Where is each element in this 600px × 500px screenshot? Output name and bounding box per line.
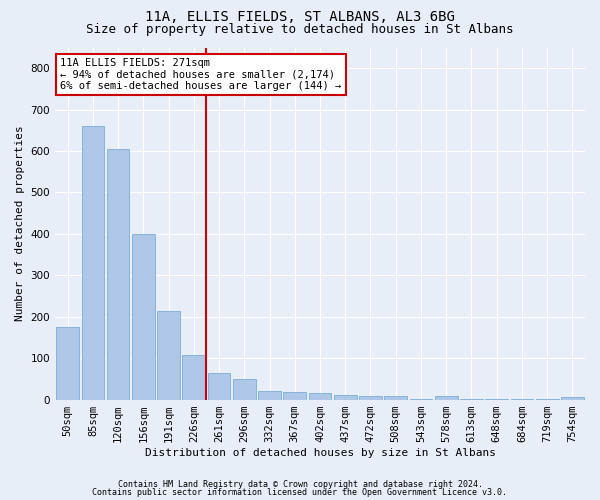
Bar: [258, 392, 281, 400]
Text: Contains HM Land Registry data © Crown copyright and database right 2024.: Contains HM Land Registry data © Crown c…: [118, 480, 482, 489]
Bar: [308, 394, 331, 400]
Text: Size of property relative to detached houses in St Albans: Size of property relative to detached ho…: [86, 22, 514, 36]
Bar: [208, 372, 230, 400]
Text: Contains public sector information licensed under the Open Government Licence v3: Contains public sector information licen…: [92, 488, 508, 497]
X-axis label: Distribution of detached houses by size in St Albans: Distribution of detached houses by size …: [145, 448, 496, 458]
Bar: [182, 355, 205, 400]
Bar: [283, 392, 306, 400]
Bar: [359, 396, 382, 400]
Bar: [385, 396, 407, 400]
Bar: [157, 310, 180, 400]
Text: 11A, ELLIS FIELDS, ST ALBANS, AL3 6BG: 11A, ELLIS FIELDS, ST ALBANS, AL3 6BG: [145, 10, 455, 24]
Bar: [410, 399, 433, 400]
Bar: [334, 394, 356, 400]
Bar: [82, 126, 104, 400]
Bar: [435, 396, 458, 400]
Text: 11A ELLIS FIELDS: 271sqm
← 94% of detached houses are smaller (2,174)
6% of semi: 11A ELLIS FIELDS: 271sqm ← 94% of detach…: [61, 58, 341, 92]
Bar: [233, 379, 256, 400]
Y-axis label: Number of detached properties: Number of detached properties: [15, 126, 25, 322]
Bar: [132, 234, 155, 400]
Bar: [107, 149, 130, 400]
Bar: [56, 327, 79, 400]
Bar: [561, 397, 584, 400]
